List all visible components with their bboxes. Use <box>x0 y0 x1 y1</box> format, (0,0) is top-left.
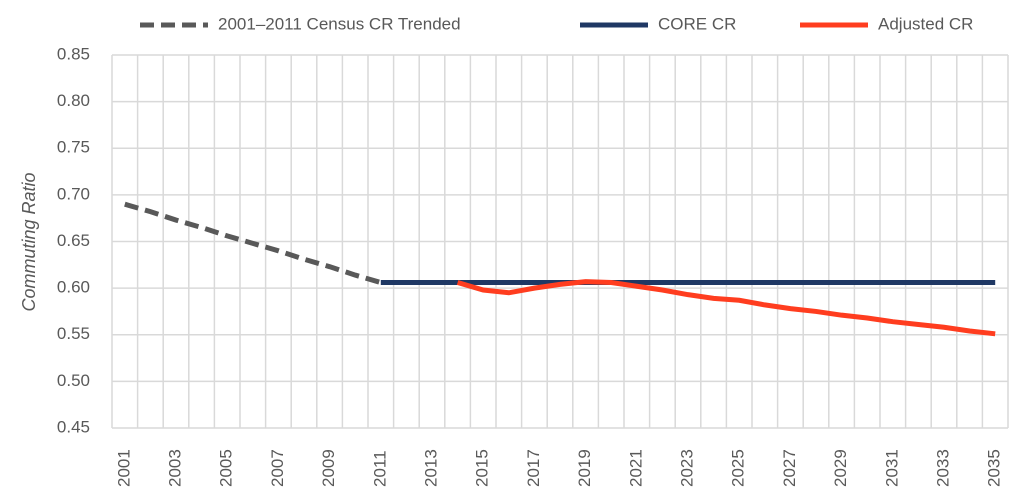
x-tick-label: 2011 <box>370 450 389 487</box>
x-tick-label: 2033 <box>933 449 952 487</box>
x-tick-label: 2003 <box>165 449 184 487</box>
x-tick-label: 2001 <box>114 449 133 487</box>
x-tick-label: 2031 <box>882 449 901 487</box>
series-line <box>124 201 382 285</box>
legend-label: CORE CR <box>658 14 736 33</box>
y-tick-label: 0.80 <box>57 91 90 110</box>
x-tick-label: 2005 <box>217 449 236 487</box>
x-tick-label: 2021 <box>626 449 645 487</box>
x-tick-label: 2019 <box>575 449 594 487</box>
y-tick-label: 0.45 <box>57 417 90 436</box>
x-tick-label: 2009 <box>319 449 338 487</box>
y-tick-label: 0.65 <box>57 231 90 250</box>
x-tick-label: 2027 <box>780 449 799 487</box>
x-tick-label: 2013 <box>421 449 440 487</box>
x-tick-label: 2017 <box>524 449 543 487</box>
y-tick-label: 0.50 <box>57 371 90 390</box>
x-tick-label: 2023 <box>677 449 696 487</box>
y-axis-label: Commuting Ratio <box>19 172 39 311</box>
legend-label: Adjusted CR <box>878 14 973 33</box>
x-tick-label: 2029 <box>831 449 850 487</box>
legend-label: 2001–2011 Census CR Trended <box>218 14 461 33</box>
x-tick-label: 2007 <box>268 449 287 487</box>
y-tick-label: 0.85 <box>57 44 90 63</box>
x-tick-label: 2025 <box>729 449 748 487</box>
y-tick-label: 0.75 <box>57 138 90 157</box>
x-tick-label: 2015 <box>473 449 492 487</box>
y-tick-label: 0.70 <box>57 184 90 203</box>
y-tick-label: 0.55 <box>57 324 90 343</box>
series-line <box>456 279 996 337</box>
y-tick-label: 0.60 <box>57 278 90 297</box>
x-tick-label: 2035 <box>985 449 1004 487</box>
